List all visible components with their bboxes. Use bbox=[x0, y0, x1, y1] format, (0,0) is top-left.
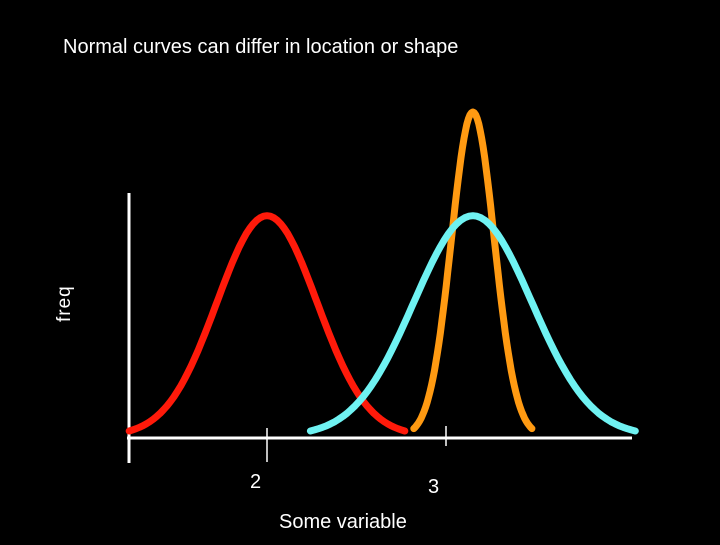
chart-title: Normal curves can differ in location or … bbox=[63, 36, 459, 58]
cyan-curve bbox=[306, 212, 639, 435]
red-curve bbox=[125, 212, 409, 435]
x-tick-label-2: 2 bbox=[250, 471, 262, 493]
y-axis-label: freq bbox=[54, 285, 75, 322]
x-tick-label-3: 3 bbox=[428, 476, 440, 498]
curves bbox=[125, 108, 639, 435]
orange-curve bbox=[410, 108, 536, 433]
x-axis-label: Some variable bbox=[279, 511, 407, 533]
